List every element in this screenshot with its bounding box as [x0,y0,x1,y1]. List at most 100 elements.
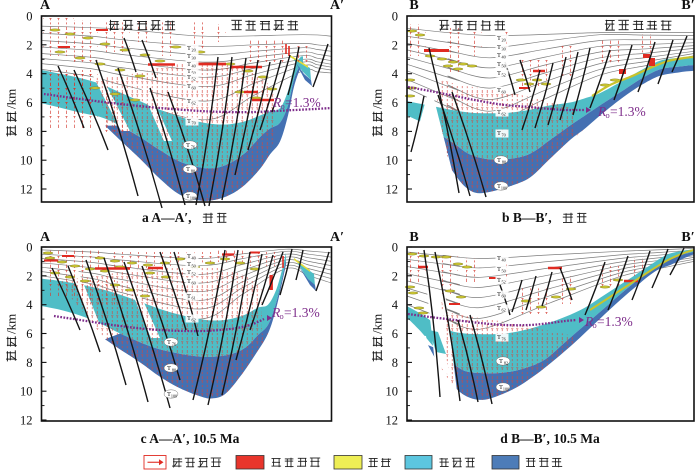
svg-text:T: T [167,339,171,346]
svg-text:/km: /km [370,89,385,109]
svg-text:A′: A′ [330,230,344,245]
svg-text:82: 82 [504,361,508,366]
svg-text:10: 10 [20,154,33,168]
svg-text:8: 8 [26,356,32,370]
svg-text:50: 50 [192,70,196,75]
svg-text:T: T [186,166,190,173]
svg-text:A: A [40,0,51,13]
svg-text:62: 62 [192,317,196,322]
svg-text:0: 0 [26,241,32,255]
svg-text:R: R [271,305,281,320]
svg-text:o: o [281,102,285,111]
svg-text:b B—B′,: b B—B′, [502,210,552,225]
svg-text:T: T [187,315,191,322]
svg-text:52: 52 [502,279,506,284]
svg-text:30: 30 [192,55,196,60]
svg-text:6: 6 [26,327,32,341]
svg-text:10: 10 [386,154,399,168]
svg-text:T: T [187,118,191,125]
svg-text:100: 100 [501,186,507,191]
svg-text:B′: B′ [681,0,694,13]
svg-text:4: 4 [392,67,399,81]
svg-text:T: T [497,266,501,273]
svg-text:T: T [186,193,190,200]
svg-text:T: T [187,278,191,285]
svg-text:T: T [187,269,191,276]
svg-text:2: 2 [26,38,32,52]
svg-text:T: T [497,109,501,116]
svg-text:=1.3%: =1.3% [610,104,646,119]
svg-text:61: 61 [192,295,196,300]
svg-text:6: 6 [26,96,32,110]
svg-text:8: 8 [392,356,398,370]
svg-text:/km: /km [4,89,19,109]
svg-text:80: 80 [191,169,195,174]
svg-text:T: T [499,384,503,391]
svg-text:100: 100 [171,394,177,399]
svg-text:60: 60 [502,89,506,94]
svg-text:T: T [499,358,503,365]
svg-text:T: T [497,87,501,94]
svg-text:c A—A′, 10.5 Ma: c A—A′, 10.5 Ma [141,431,240,446]
svg-text:T: T [497,61,501,68]
svg-text:T: T [187,53,191,60]
svg-text:12: 12 [20,414,33,428]
svg-text:8: 8 [392,125,398,139]
svg-text:o: o [593,321,597,330]
svg-text:T: T [187,253,191,260]
svg-text:4: 4 [26,67,33,81]
svg-text:30: 30 [502,46,506,51]
svg-text:0: 0 [392,10,398,24]
svg-text:100: 100 [190,196,196,201]
svg-text:o: o [280,312,284,321]
svg-text:A′: A′ [330,0,344,13]
svg-text:60: 60 [192,280,196,285]
svg-text:R: R [272,95,282,110]
svg-text:2: 2 [392,269,398,283]
svg-text:4: 4 [26,298,33,312]
svg-text:50: 50 [502,268,506,273]
svg-text:B′: B′ [681,230,694,245]
svg-text:T: T [186,142,190,149]
svg-text:a A—A′,: a A—A′, [142,210,192,225]
svg-text:62: 62 [502,307,506,312]
svg-text:40: 40 [192,63,196,68]
svg-text:10: 10 [386,385,399,399]
svg-text:52: 52 [192,76,196,81]
svg-text:20: 20 [192,47,196,52]
svg-text:T: T [497,52,501,59]
svg-text:20: 20 [502,37,506,42]
svg-text:60: 60 [502,293,506,298]
svg-text:T: T [497,44,501,51]
svg-text:T: T [167,365,171,372]
svg-text:B: B [409,0,418,13]
svg-text:0: 0 [26,10,32,24]
svg-text:12: 12 [386,183,399,197]
svg-text:52: 52 [502,72,506,77]
svg-text:T: T [187,74,191,81]
svg-text:T: T [497,130,501,137]
svg-text:12: 12 [20,183,33,197]
svg-text:70: 70 [502,132,506,137]
svg-text:T: T [497,255,501,262]
svg-text:R: R [597,104,607,119]
svg-text:76: 76 [191,145,195,150]
svg-text:62: 62 [192,100,196,105]
svg-text:/km: /km [4,314,19,334]
svg-text:76: 76 [502,336,506,341]
svg-text:0: 0 [392,241,398,255]
svg-text:=1.3%: =1.3% [597,314,633,329]
svg-text:100: 100 [503,387,509,392]
svg-text:T: T [187,61,191,68]
svg-text:A: A [40,230,51,245]
svg-text:T: T [497,70,501,77]
svg-text:T: T [497,183,501,190]
svg-text:d B—B′, 10.5 Ma: d B—B′, 10.5 Ma [500,431,600,446]
svg-text:50: 50 [192,263,196,268]
svg-text:T: T [187,261,191,268]
svg-text:=1.3%: =1.3% [285,95,321,110]
svg-text:6: 6 [392,96,398,110]
svg-text:T: T [497,334,501,341]
svg-text:T: T [497,305,501,312]
svg-text:B: B [409,230,418,245]
